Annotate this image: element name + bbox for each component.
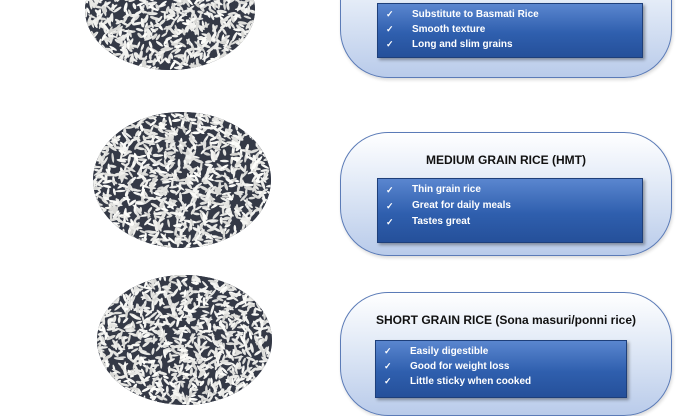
feature-label: Long and slim grains [412,39,513,50]
check-icon: ✓ [386,7,394,22]
feature-item: ✓ Smooth texture [378,22,642,37]
long-grain-rice-card: ✓ Substitute to Basmati Rice ✓ Smooth te… [340,0,672,78]
check-icon: ✓ [386,37,394,52]
check-icon: ✓ [384,374,392,389]
short-grain-rice-image [97,275,272,405]
feature-label: Tastes great [412,216,470,227]
feature-item: ✓ Little sticky when cooked [376,374,626,389]
medium-grain-rice-image [93,112,271,248]
check-icon: ✓ [386,214,394,230]
feature-label: Little sticky when cooked [410,376,531,387]
check-icon: ✓ [386,198,394,214]
feature-item: ✓ Tastes great [378,214,642,230]
check-icon: ✓ [386,182,394,198]
feature-item: ✓ Easily digestible [376,344,626,359]
card-title: SHORT GRAIN RICE (Sona masuri/ponni rice… [341,313,671,327]
check-icon: ✓ [384,359,392,374]
short-grain-rice-card: SHORT GRAIN RICE (Sona masuri/ponni rice… [340,292,672,416]
feature-label: Easily digestible [410,346,488,357]
feature-item: ✓ Long and slim grains [378,37,642,52]
feature-label: Thin grain rice [412,184,481,195]
feature-item: ✓ Good for weight loss [376,359,626,374]
card-title: MEDIUM GRAIN RICE (HMT) [341,153,671,167]
long-grain-rice-image [85,0,255,70]
feature-label: Great for daily meals [412,200,511,211]
feature-list: ✓ Thin grain rice ✓ Great for daily meal… [377,178,643,243]
feature-label: Good for weight loss [410,361,509,372]
feature-list: ✓ Substitute to Basmati Rice ✓ Smooth te… [377,3,643,58]
feature-label: Substitute to Basmati Rice [412,9,539,20]
feature-item: ✓ Thin grain rice [378,182,642,198]
feature-item: ✓ Substitute to Basmati Rice [378,7,642,22]
feature-item: ✓ Great for daily meals [378,198,642,214]
check-icon: ✓ [384,344,392,359]
feature-label: Smooth texture [412,24,485,35]
check-icon: ✓ [386,22,394,37]
medium-grain-rice-card: MEDIUM GRAIN RICE (HMT) ✓ Thin grain ric… [340,132,672,256]
feature-list: ✓ Easily digestible ✓ Good for weight lo… [375,340,627,398]
